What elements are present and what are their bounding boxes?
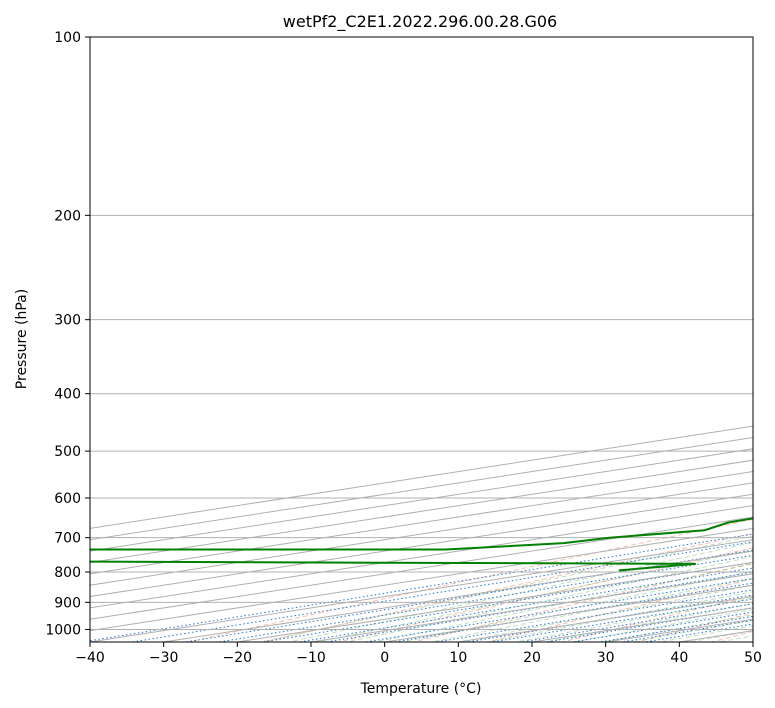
dry-adiabat [186,518,753,642]
moist-adiabat [513,597,753,642]
moist-adiabat [686,630,753,642]
mixing-ratio-line [391,582,753,642]
isotherm-line [752,641,753,642]
x-tick-label: −30 [149,650,179,666]
moist-adiabat [628,619,753,642]
x-tick-label: 20 [523,650,541,666]
mixing-ratio-line [596,615,753,642]
x-tick-label: 50 [744,650,762,666]
plot-frame [89,36,754,643]
isotherm-line [90,493,753,598]
x-axis-label: Temperature (°C) [360,681,482,697]
y-tick-label: 100 [54,30,81,46]
isotherm-line [90,539,753,642]
isotherm-line [90,436,753,541]
isotherm-line [90,459,753,563]
mixing-ratio-line [90,533,753,642]
y-tick-label: 400 [54,387,81,403]
moist-adiabat [257,535,753,642]
isotherm-line [458,596,753,642]
isotherm-line [90,482,753,586]
moist-adiabat [343,556,753,642]
isotherm-line [90,505,753,609]
y-tick-label: 1000 [45,622,81,638]
dry-adiabat [335,547,753,642]
profile-series [90,517,753,572]
moist-adiabat [456,584,753,642]
moist-adiabat [428,577,753,642]
isotherm-line [531,607,753,642]
profile-line [90,517,753,572]
x-tick-label: 0 [380,650,389,666]
mixing-ratio-line [569,611,753,642]
y-tick-label: 900 [54,595,81,611]
isobar-and-isotherm-grid [90,37,753,642]
axis-ticks: −40 −30 −20 −10 0 10 20 30 40 50 100 200 300 400 500 60… [45,30,762,666]
x-tick-label: −40 [75,650,105,666]
mixing-ratio-line [215,554,753,642]
isotherm-line [90,471,753,575]
mixing-ratio-line [182,549,753,642]
mixing-ratio-line [128,541,753,642]
isotherm-line [90,448,753,552]
mixing-ratio-line [543,607,753,642]
isotherm-line [90,527,753,632]
dry-adiabat [261,532,753,642]
isotherm-line [90,425,753,529]
y-tick-label: 800 [54,565,81,581]
moist-adiabat [372,563,753,642]
isotherm-line [384,584,753,642]
x-tick-label: −10 [296,650,326,666]
y-axis-label: Pressure (hPa) [14,289,30,389]
mixing-ratio-lines [90,533,753,642]
x-tick-label: −20 [223,650,253,666]
y-tick-label: 600 [54,491,81,507]
chart-title: wetPf2_C2E1.2022.296.00.28.G06 [283,12,557,32]
mixing-ratio-line [518,603,753,642]
moist-adiabat [286,542,753,642]
y-tick-label: 500 [54,444,81,460]
y-tick-label: 700 [54,531,81,547]
y-tick-label: 200 [54,208,81,224]
dry-adiabats [186,518,753,642]
y-tick-label: 300 [54,313,81,329]
moist-adiabat [400,570,753,642]
moist-adiabats [257,535,753,642]
x-tick-label: 30 [597,650,615,666]
x-tick-label: 10 [449,650,467,666]
x-tick-label: 40 [670,650,688,666]
mixing-ratio-line [489,598,753,642]
isotherm-line [90,516,753,620]
